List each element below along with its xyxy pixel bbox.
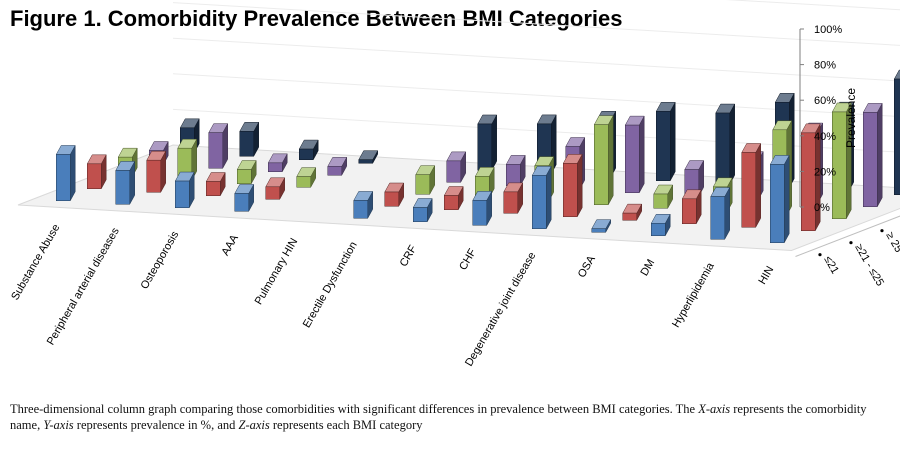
bar — [327, 157, 348, 176]
bar — [741, 143, 762, 228]
bar — [591, 219, 612, 233]
series-marker — [880, 229, 884, 233]
bar — [412, 198, 433, 222]
gridline — [725, 0, 900, 11]
bar — [653, 184, 674, 209]
category-label: Osteoporosis — [139, 229, 182, 292]
bar — [298, 139, 319, 161]
bar — [893, 69, 900, 195]
category-label: CRF — [398, 243, 420, 269]
category-label: Erectile Dysfunction — [301, 240, 360, 330]
bar — [862, 103, 883, 207]
category-label: AAA — [219, 232, 241, 258]
bar — [505, 155, 526, 186]
caption-text-3: represents prevalence in %, and — [73, 418, 239, 432]
bar — [531, 166, 552, 230]
bar — [562, 154, 583, 218]
figure-caption: Three-dimensional column graph comparing… — [10, 401, 895, 433]
category-label: HIN — [756, 264, 776, 286]
bar — [446, 151, 467, 183]
category-label: Degenerative joint disease — [463, 250, 538, 368]
z-axis-line — [795, 215, 900, 257]
bar — [681, 189, 702, 225]
bar — [415, 165, 436, 195]
category-label: OSA — [576, 253, 598, 280]
bar — [655, 102, 676, 181]
y-axis-label: Prevalence — [844, 88, 858, 148]
gridline — [172, 37, 900, 82]
category-label: Pulmonary HIN — [253, 236, 301, 307]
bar — [443, 186, 464, 210]
bar — [593, 115, 614, 205]
caption-text-1: Three-dimensional column graph comparing… — [10, 402, 699, 416]
series-label: ≤21 — [821, 254, 841, 276]
series-marker — [818, 253, 822, 257]
y-tick-label: 60% — [814, 95, 836, 107]
bar — [715, 103, 736, 185]
bar — [353, 191, 374, 219]
figure-title: Figure 1. Comorbidity Prevalence Between… — [10, 6, 623, 31]
bar — [234, 184, 255, 212]
caption-text-4: represents each BMI category — [269, 418, 423, 432]
series-label: ≥ 25 - ≤30 — [883, 230, 900, 279]
series-marker — [849, 241, 853, 245]
gridline — [172, 2, 900, 46]
bar — [236, 160, 257, 184]
bar — [474, 167, 495, 198]
bar — [296, 167, 317, 188]
bar — [769, 155, 790, 243]
bar — [146, 150, 167, 193]
category-label: Peripheral arterial diseases — [45, 225, 122, 347]
bar — [115, 161, 136, 205]
bar — [710, 187, 731, 240]
chart-floor — [17, 0, 900, 252]
gridline — [172, 73, 900, 118]
bar — [503, 182, 524, 214]
bar — [55, 145, 76, 201]
bar — [205, 172, 226, 196]
bar — [239, 122, 260, 157]
bar — [265, 177, 286, 200]
bar — [624, 115, 645, 193]
bar — [622, 203, 643, 221]
caption-z-axis-term: Z-axis — [238, 418, 270, 432]
chart-3d-column: 0% 20% 40% 60% 80% 100% Prevalence Substance Ab… — [9, 0, 900, 369]
bar — [477, 114, 498, 171]
category-label: Substance Abuse — [9, 222, 62, 302]
bar — [384, 182, 405, 207]
y-tick-label: 100% — [814, 24, 842, 36]
bar — [650, 214, 671, 236]
caption-y-axis-term: Y-axis — [43, 418, 74, 432]
category-label: Hyperlipidemia — [670, 260, 717, 330]
bar — [86, 154, 107, 190]
series-label: ≥21 - ≤25 — [852, 242, 886, 288]
y-tick-label: 80% — [814, 60, 836, 72]
bar — [684, 160, 705, 197]
y-tick-label: 40% — [814, 131, 836, 143]
y-tick-label: 20% — [814, 166, 836, 178]
bar — [174, 171, 195, 209]
category-label: CHF — [457, 247, 479, 273]
category-label: DM — [638, 257, 657, 278]
caption-text-2: represents the comorbidity name, — [10, 402, 867, 432]
caption-x-axis-term: X-axis — [698, 402, 731, 416]
bar — [358, 150, 379, 164]
bar — [208, 123, 229, 169]
bar — [800, 123, 821, 232]
y-tick-label: 0% — [814, 202, 830, 214]
bar — [831, 102, 852, 219]
bar — [267, 153, 288, 173]
chart-bars — [55, 69, 900, 243]
bar — [472, 191, 493, 226]
